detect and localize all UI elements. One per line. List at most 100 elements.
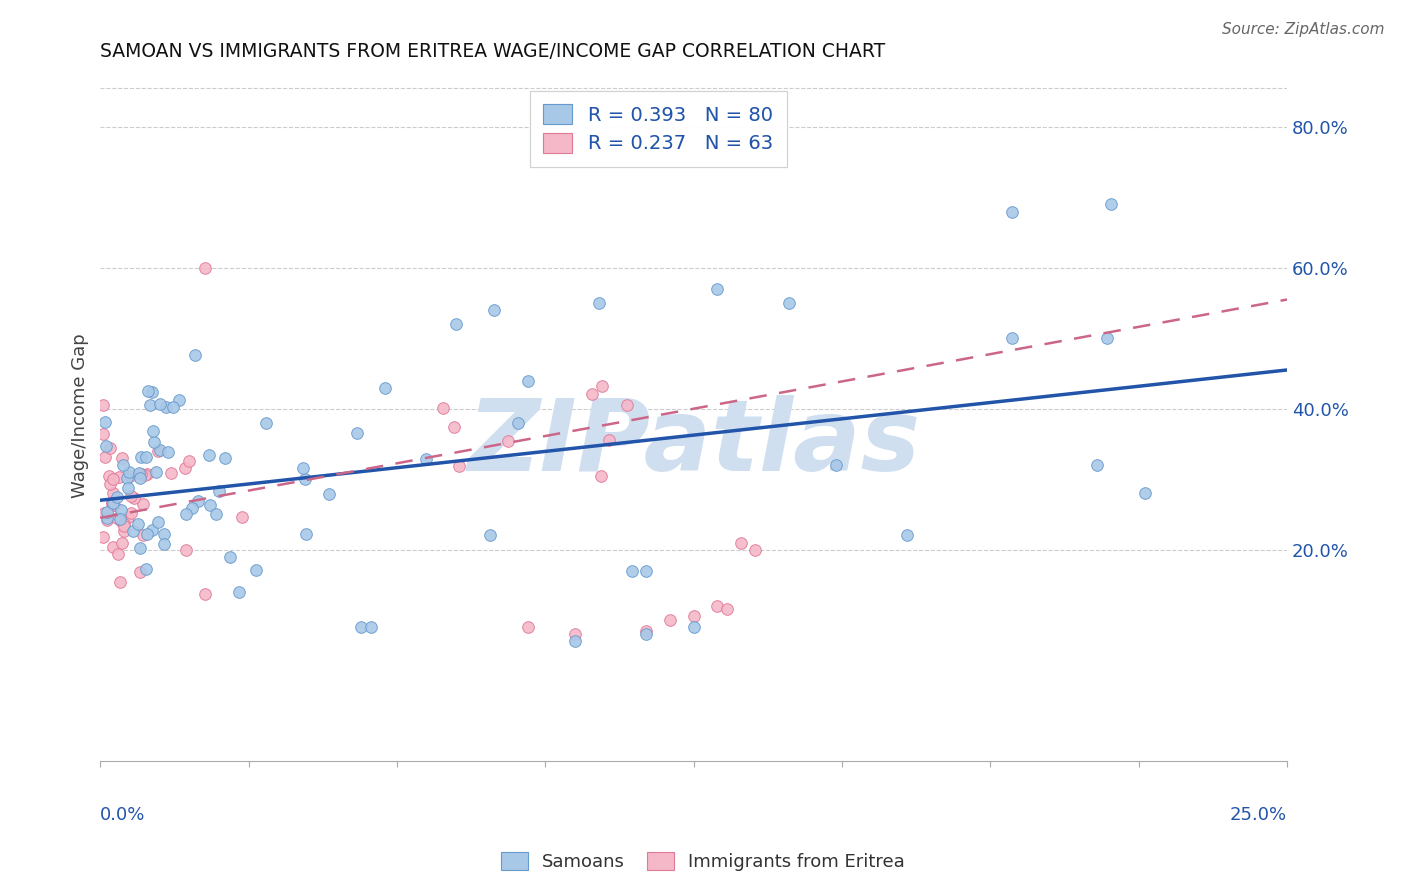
Point: [598, 433, 620, 447]
Point: [117, 481, 139, 495]
Point: [591, 378, 613, 392]
Point: [682, 609, 704, 624]
Point: [121, 524, 143, 538]
Point: [111, 536, 134, 550]
Point: [132, 498, 155, 512]
Point: [346, 425, 368, 440]
Point: [105, 511, 128, 525]
Point: [136, 527, 159, 541]
Point: [564, 627, 586, 641]
Point: [484, 303, 506, 318]
Point: [112, 518, 135, 533]
Point: [91, 398, 114, 412]
Point: [98, 476, 121, 491]
Point: [564, 634, 586, 648]
Point: [636, 624, 658, 638]
Point: [744, 542, 766, 557]
Point: [588, 296, 610, 310]
Point: [1085, 458, 1108, 472]
Point: [636, 627, 658, 641]
Y-axis label: Wage/Income Gap: Wage/Income Gap: [72, 334, 89, 498]
Point: [1001, 204, 1024, 219]
Point: [180, 500, 202, 515]
Point: [706, 282, 728, 296]
Point: [136, 467, 159, 482]
Point: [103, 472, 125, 486]
Point: [117, 509, 139, 524]
Point: [896, 528, 918, 542]
Point: [135, 450, 157, 465]
Point: [162, 400, 184, 414]
Point: [131, 450, 153, 464]
Point: [1001, 331, 1024, 345]
Point: [146, 444, 169, 458]
Point: [152, 526, 174, 541]
Point: [98, 441, 121, 455]
Point: [218, 550, 240, 565]
Point: [108, 470, 131, 484]
Point: [506, 416, 529, 430]
Point: [581, 386, 603, 401]
Point: [101, 495, 124, 509]
Point: [716, 602, 738, 616]
Point: [111, 450, 134, 465]
Point: [120, 468, 142, 483]
Point: [128, 466, 150, 480]
Point: [108, 574, 131, 589]
Point: [143, 435, 166, 450]
Point: [98, 469, 121, 483]
Point: [516, 620, 538, 634]
Point: [129, 467, 152, 482]
Point: [91, 530, 114, 544]
Point: [118, 465, 141, 479]
Legend: R = 0.393   N = 80, R = 0.237   N = 63: R = 0.393 N = 80, R = 0.237 N = 63: [530, 91, 786, 167]
Point: [107, 548, 129, 562]
Point: [415, 451, 437, 466]
Point: [110, 503, 132, 517]
Point: [112, 524, 135, 538]
Point: [146, 516, 169, 530]
Point: [142, 425, 165, 439]
Point: [659, 613, 682, 627]
Point: [228, 584, 250, 599]
Point: [198, 448, 221, 462]
Point: [825, 458, 848, 472]
Point: [103, 498, 125, 512]
Point: [111, 458, 134, 472]
Point: [93, 506, 115, 520]
Point: [621, 564, 644, 578]
Point: [94, 415, 117, 429]
Point: [115, 470, 138, 484]
Point: [101, 498, 124, 512]
Point: [105, 490, 128, 504]
Point: [112, 517, 135, 532]
Point: [636, 564, 658, 578]
Point: [214, 450, 236, 465]
Point: [96, 439, 118, 453]
Point: [91, 427, 114, 442]
Point: [120, 489, 142, 503]
Point: [138, 398, 160, 412]
Point: [194, 586, 217, 600]
Point: [730, 535, 752, 549]
Point: [167, 393, 190, 408]
Legend: Samoans, Immigrants from Eritrea: Samoans, Immigrants from Eritrea: [494, 846, 912, 879]
Point: [443, 420, 465, 434]
Point: [101, 485, 124, 500]
Point: [176, 543, 198, 558]
Point: [96, 505, 118, 519]
Point: [360, 620, 382, 634]
Point: [186, 494, 208, 508]
Point: [291, 460, 314, 475]
Point: [1133, 486, 1156, 500]
Point: [100, 496, 122, 510]
Text: ZIPatlas: ZIPatlas: [467, 395, 921, 491]
Point: [778, 296, 800, 310]
Point: [124, 491, 146, 505]
Point: [103, 541, 125, 555]
Point: [204, 507, 226, 521]
Point: [706, 599, 728, 613]
Text: SAMOAN VS IMMIGRANTS FROM ERITREA WAGE/INCOME GAP CORRELATION CHART: SAMOAN VS IMMIGRANTS FROM ERITREA WAGE/I…: [100, 42, 886, 61]
Point: [101, 496, 124, 510]
Point: [245, 563, 267, 577]
